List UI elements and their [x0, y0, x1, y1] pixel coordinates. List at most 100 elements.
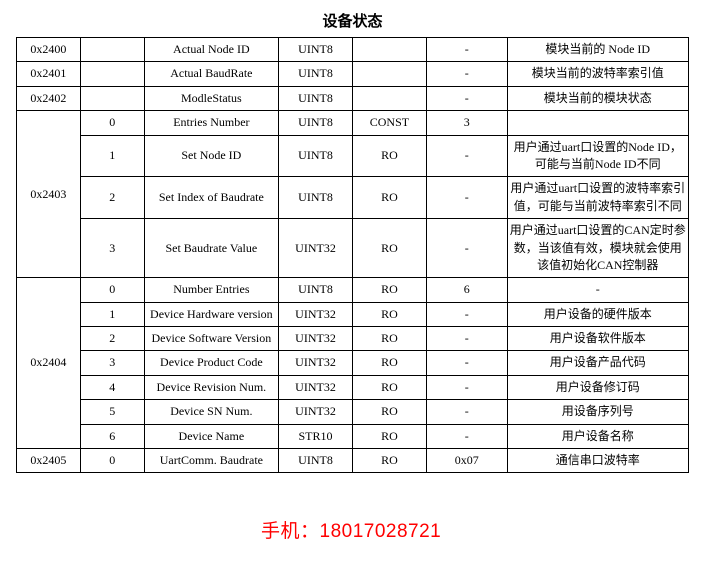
- cell-default: -: [426, 62, 507, 86]
- cell-name: Device Name: [144, 424, 278, 448]
- cell-name: Set Node ID: [144, 135, 278, 177]
- cell-access: RO: [352, 177, 426, 219]
- cell-desc: 用户设备修订码: [507, 375, 689, 399]
- cell-default: -: [426, 327, 507, 351]
- cell-subindex: [80, 62, 144, 86]
- cell-subindex: 2: [80, 177, 144, 219]
- table-row: 1Set Node IDUINT8RO-用户通过uart口设置的Node ID，…: [17, 135, 689, 177]
- cell-type: UINT32: [279, 351, 353, 375]
- table-row: 4Device Revision Num.UINT32RO-用户设备修订码: [17, 375, 689, 399]
- cell-default: 6: [426, 278, 507, 302]
- cell-type: UINT8: [279, 135, 353, 177]
- cell-access: RO: [352, 135, 426, 177]
- cell-address: 0x2400: [17, 38, 81, 62]
- cell-subindex: [80, 38, 144, 62]
- table-row: 0x24030Entries NumberUINT8CONST3: [17, 111, 689, 135]
- cell-access: [352, 62, 426, 86]
- cell-default: -: [426, 400, 507, 424]
- cell-access: RO: [352, 424, 426, 448]
- cell-address: 0x2403: [17, 111, 81, 278]
- cell-type: UINT32: [279, 219, 353, 278]
- cell-subindex: 3: [80, 219, 144, 278]
- cell-type: UINT32: [279, 375, 353, 399]
- table-row: 3Set Baudrate ValueUINT32RO-用户通过uart口设置的…: [17, 219, 689, 278]
- cell-type: STR10: [279, 424, 353, 448]
- cell-default: -: [426, 86, 507, 110]
- cell-address: 0x2404: [17, 278, 81, 449]
- page-title: 设备状态: [16, 10, 689, 31]
- cell-desc: 用户设备的硬件版本: [507, 302, 689, 326]
- cell-desc: 用户通过uart口设置的波特率索引值，可能与当前波特率索引不同: [507, 177, 689, 219]
- cell-name: Device Hardware version: [144, 302, 278, 326]
- cell-desc: 通信串口波特率: [507, 449, 689, 473]
- cell-default: -: [426, 177, 507, 219]
- cell-access: RO: [352, 449, 426, 473]
- cell-name: UartComm. Baudrate: [144, 449, 278, 473]
- table-row: 0x2402ModleStatusUINT8-模块当前的模块状态: [17, 86, 689, 110]
- cell-subindex: 6: [80, 424, 144, 448]
- cell-subindex: 5: [80, 400, 144, 424]
- cell-desc: 用设备序列号: [507, 400, 689, 424]
- cell-desc: -: [507, 278, 689, 302]
- cell-type: UINT8: [279, 177, 353, 219]
- cell-type: UINT8: [279, 38, 353, 62]
- table-row: 2Set Index of BaudrateUINT8RO-用户通过uart口设…: [17, 177, 689, 219]
- cell-desc: 用户设备名称: [507, 424, 689, 448]
- cell-desc: 用户设备产品代码: [507, 351, 689, 375]
- table-row: 1Device Hardware versionUINT32RO-用户设备的硬件…: [17, 302, 689, 326]
- watermark-text: 手机：18017028721: [261, 516, 441, 543]
- cell-name: Device Software Version: [144, 327, 278, 351]
- table-row: 0x24050UartComm. BaudrateUINT8RO0x07通信串口…: [17, 449, 689, 473]
- cell-subindex: 1: [80, 302, 144, 326]
- cell-address: 0x2401: [17, 62, 81, 86]
- cell-name: Device Revision Num.: [144, 375, 278, 399]
- cell-access: [352, 38, 426, 62]
- cell-subindex: 2: [80, 327, 144, 351]
- cell-default: 3: [426, 111, 507, 135]
- cell-desc: 模块当前的波特率索引值: [507, 62, 689, 86]
- cell-address: 0x2402: [17, 86, 81, 110]
- cell-name: Actual Node ID: [144, 38, 278, 62]
- cell-default: -: [426, 135, 507, 177]
- table-row: 6Device NameSTR10RO-用户设备名称: [17, 424, 689, 448]
- cell-subindex: 0: [80, 111, 144, 135]
- cell-default: -: [426, 351, 507, 375]
- cell-access: RO: [352, 400, 426, 424]
- cell-default: -: [426, 424, 507, 448]
- cell-name: Number Entries: [144, 278, 278, 302]
- cell-subindex: 0: [80, 278, 144, 302]
- table-row: 0x2400Actual Node IDUINT8-模块当前的 Node ID: [17, 38, 689, 62]
- cell-default: 0x07: [426, 449, 507, 473]
- cell-subindex: 0: [80, 449, 144, 473]
- cell-address: 0x2405: [17, 449, 81, 473]
- cell-type: UINT8: [279, 449, 353, 473]
- cell-name: Actual BaudRate: [144, 62, 278, 86]
- cell-desc: 用户通过uart口设置的CAN定时参数，当该值有效，模块就会使用该值初始化CAN…: [507, 219, 689, 278]
- cell-desc: 模块当前的模块状态: [507, 86, 689, 110]
- cell-name: Entries Number: [144, 111, 278, 135]
- cell-default: -: [426, 375, 507, 399]
- cell-desc: 用户设备软件版本: [507, 327, 689, 351]
- cell-access: RO: [352, 278, 426, 302]
- table-row: 0x2401 Actual BaudRateUINT8 -模块当前的波特率索引值: [17, 62, 689, 86]
- cell-name: Set Baudrate Value: [144, 219, 278, 278]
- cell-name: Set Index of Baudrate: [144, 177, 278, 219]
- cell-access: RO: [352, 302, 426, 326]
- cell-access: CONST: [352, 111, 426, 135]
- cell-type: UINT8: [279, 62, 353, 86]
- cell-subindex: [80, 86, 144, 110]
- table-row: 0x24040Number EntriesUINT8RO6-: [17, 278, 689, 302]
- cell-type: UINT8: [279, 111, 353, 135]
- cell-desc: 用户通过uart口设置的Node ID，可能与当前Node ID不同: [507, 135, 689, 177]
- cell-default: -: [426, 302, 507, 326]
- cell-access: [352, 86, 426, 110]
- cell-type: UINT32: [279, 302, 353, 326]
- device-status-table: 0x2400Actual Node IDUINT8-模块当前的 Node ID0…: [16, 37, 689, 473]
- cell-type: UINT32: [279, 327, 353, 351]
- cell-type: UINT8: [279, 86, 353, 110]
- cell-type: UINT8: [279, 278, 353, 302]
- cell-access: RO: [352, 351, 426, 375]
- cell-access: RO: [352, 327, 426, 351]
- cell-desc: [507, 111, 689, 135]
- cell-subindex: 4: [80, 375, 144, 399]
